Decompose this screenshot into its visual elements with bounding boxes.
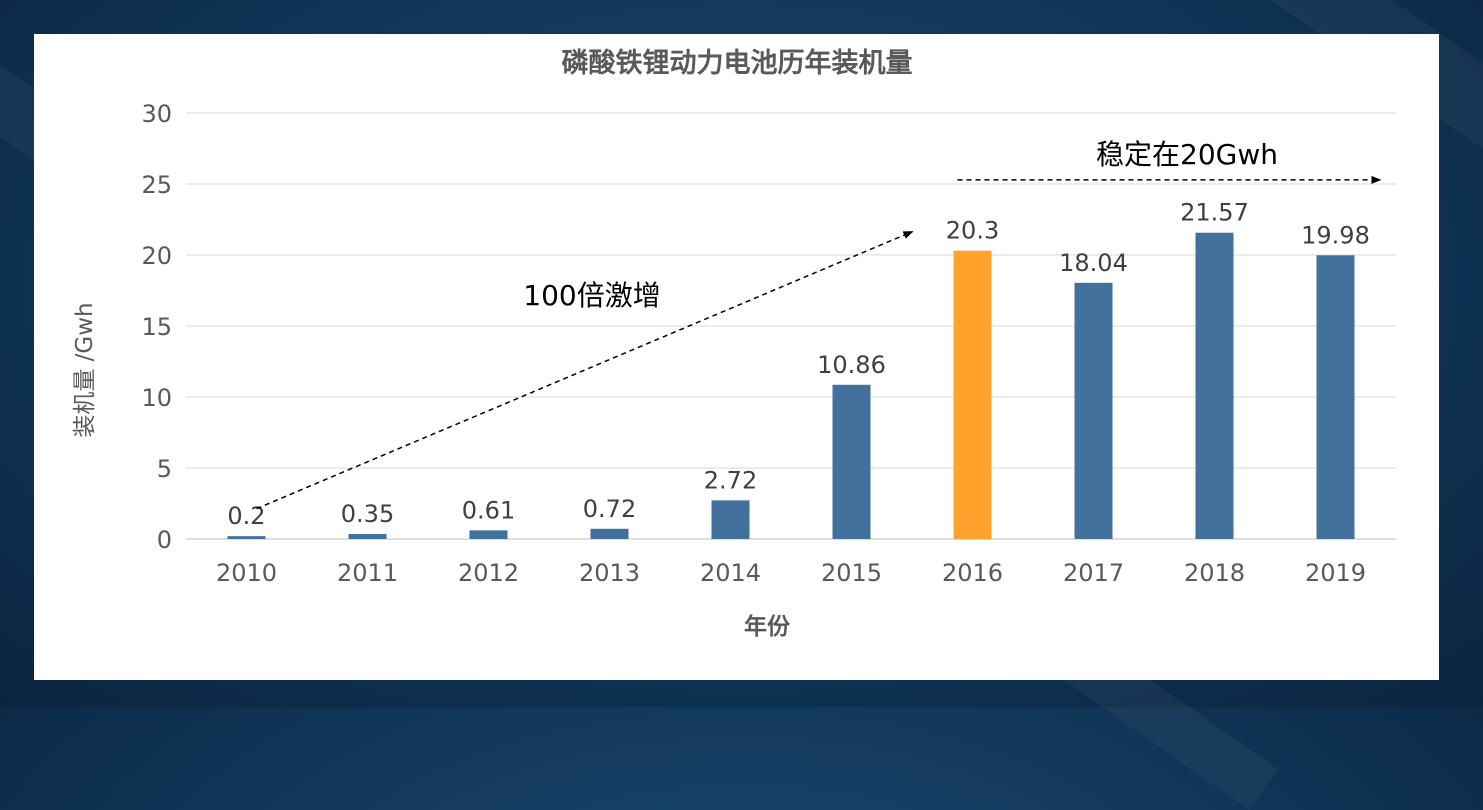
value-label-2012: 0.61 (462, 496, 515, 524)
value-labels: 0.2 0.35 0.61 0.72 2.72 10.86 20.3 18.04 21.57 19… (227, 199, 1369, 530)
annotations: 100倍激增 稳定在20Gwh (256, 138, 1382, 510)
bar-2013 (590, 528, 629, 539)
bar-2018 (1195, 232, 1234, 539)
category-label-2011: 2011 (337, 559, 398, 587)
bar-2011 (348, 534, 387, 539)
value-label-2016: 20.3 (946, 217, 999, 245)
value-label-2010: 0.2 (227, 502, 265, 530)
bar-2017 (1074, 282, 1113, 539)
value-label-2019: 19.98 (1301, 221, 1370, 249)
x-axis-categories: 2010 2011 2012 2013 2014 2015 2016 2017 2018 2019 (216, 559, 1366, 587)
chart-title: 磷酸铁锂动力电池历年装机量 (562, 47, 913, 79)
growth-arrow (256, 230, 914, 510)
y-tick-label: 10 (141, 384, 172, 412)
value-label-2014: 2.72 (704, 466, 757, 494)
value-label-2018: 21.57 (1180, 199, 1249, 227)
y-tick-label: 0 (157, 526, 172, 554)
chart-panel: 磷酸铁锂动力电池历年装机量 0 5 10 15 20 25 30 0.2 0.35 0.61 0.… (34, 34, 1439, 680)
bar-2012 (469, 530, 508, 539)
bar-2016 (953, 250, 992, 540)
y-tick-label: 20 (141, 242, 172, 270)
value-label-2015: 10.86 (817, 351, 886, 379)
gridlines (186, 112, 1396, 540)
bar-2010 (227, 536, 266, 539)
category-label-2019: 2019 (1305, 559, 1366, 587)
y-tick-label: 5 (157, 455, 172, 483)
value-label-2011: 0.35 (341, 500, 394, 528)
category-label-2010: 2010 (216, 559, 277, 587)
category-label-2017: 2017 (1063, 559, 1124, 587)
y-tick-label: 30 (141, 100, 172, 128)
category-label-2016: 2016 (942, 559, 1003, 587)
bar-2014 (711, 500, 750, 539)
bar-2019 (1316, 255, 1355, 539)
category-label-2012: 2012 (458, 559, 519, 587)
category-label-2018: 2018 (1184, 559, 1245, 587)
x-axis-label: 年份 (744, 613, 791, 640)
stable-annotation: 稳定在20Gwh (1096, 138, 1278, 171)
y-tick-label: 15 (141, 313, 172, 341)
bars (227, 232, 1355, 540)
bar-2015 (832, 384, 871, 539)
category-label-2014: 2014 (700, 559, 761, 587)
y-axis-label: 装机量 /Gwh (72, 302, 98, 437)
growth-annotation: 100倍激增 (523, 279, 660, 312)
category-label-2015: 2015 (821, 559, 882, 587)
value-label-2017: 18.04 (1059, 249, 1128, 277)
y-axis-ticks: 0 5 10 15 20 25 30 (141, 100, 172, 554)
y-tick-label: 25 (141, 171, 172, 199)
category-label-2013: 2013 (579, 559, 640, 587)
value-label-2013: 0.72 (583, 495, 636, 523)
